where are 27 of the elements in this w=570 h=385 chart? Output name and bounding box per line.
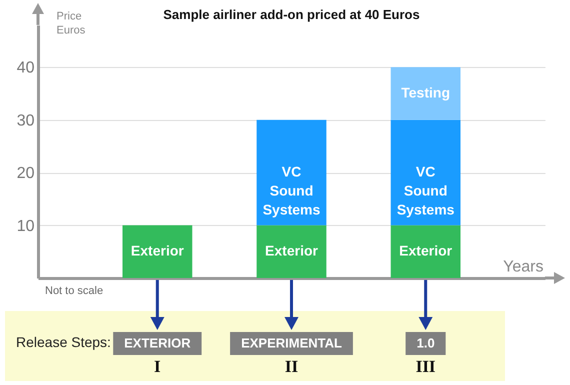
bar xyxy=(390,67,460,120)
chart-title: Sample airliner add-on priced at 40 Euros xyxy=(163,7,420,22)
x-axis-title: Years xyxy=(503,258,544,276)
series-label: Testing xyxy=(401,84,450,101)
x-tick-label: 1.0 xyxy=(416,336,435,350)
text: Exterior xyxy=(399,242,452,259)
text: Release Steps: xyxy=(16,334,111,350)
x-tick-label: EXPERIMENTAL xyxy=(241,336,342,350)
bar xyxy=(390,225,460,278)
text: III xyxy=(416,357,436,376)
bar xyxy=(122,225,192,278)
y-tick-label: 30 xyxy=(16,112,35,130)
y-tick-label: 20 xyxy=(16,165,35,182)
bar xyxy=(390,120,460,226)
y-axis-title: Price Euros xyxy=(56,10,86,36)
bar xyxy=(256,120,326,226)
y-tick-label: 40 xyxy=(16,60,35,77)
text: I xyxy=(154,357,162,376)
text: VC Sound Systems xyxy=(262,164,320,218)
text: Exterior xyxy=(265,242,318,259)
bar xyxy=(256,225,326,278)
text: II xyxy=(284,357,298,376)
series-label: Exterior xyxy=(130,242,184,259)
y-tick-label: 10 xyxy=(16,218,35,235)
series-label: VC Sound Systems xyxy=(396,164,455,218)
x-tick-label: EXTERIOR xyxy=(124,336,192,350)
text: Not to scale xyxy=(45,285,104,297)
